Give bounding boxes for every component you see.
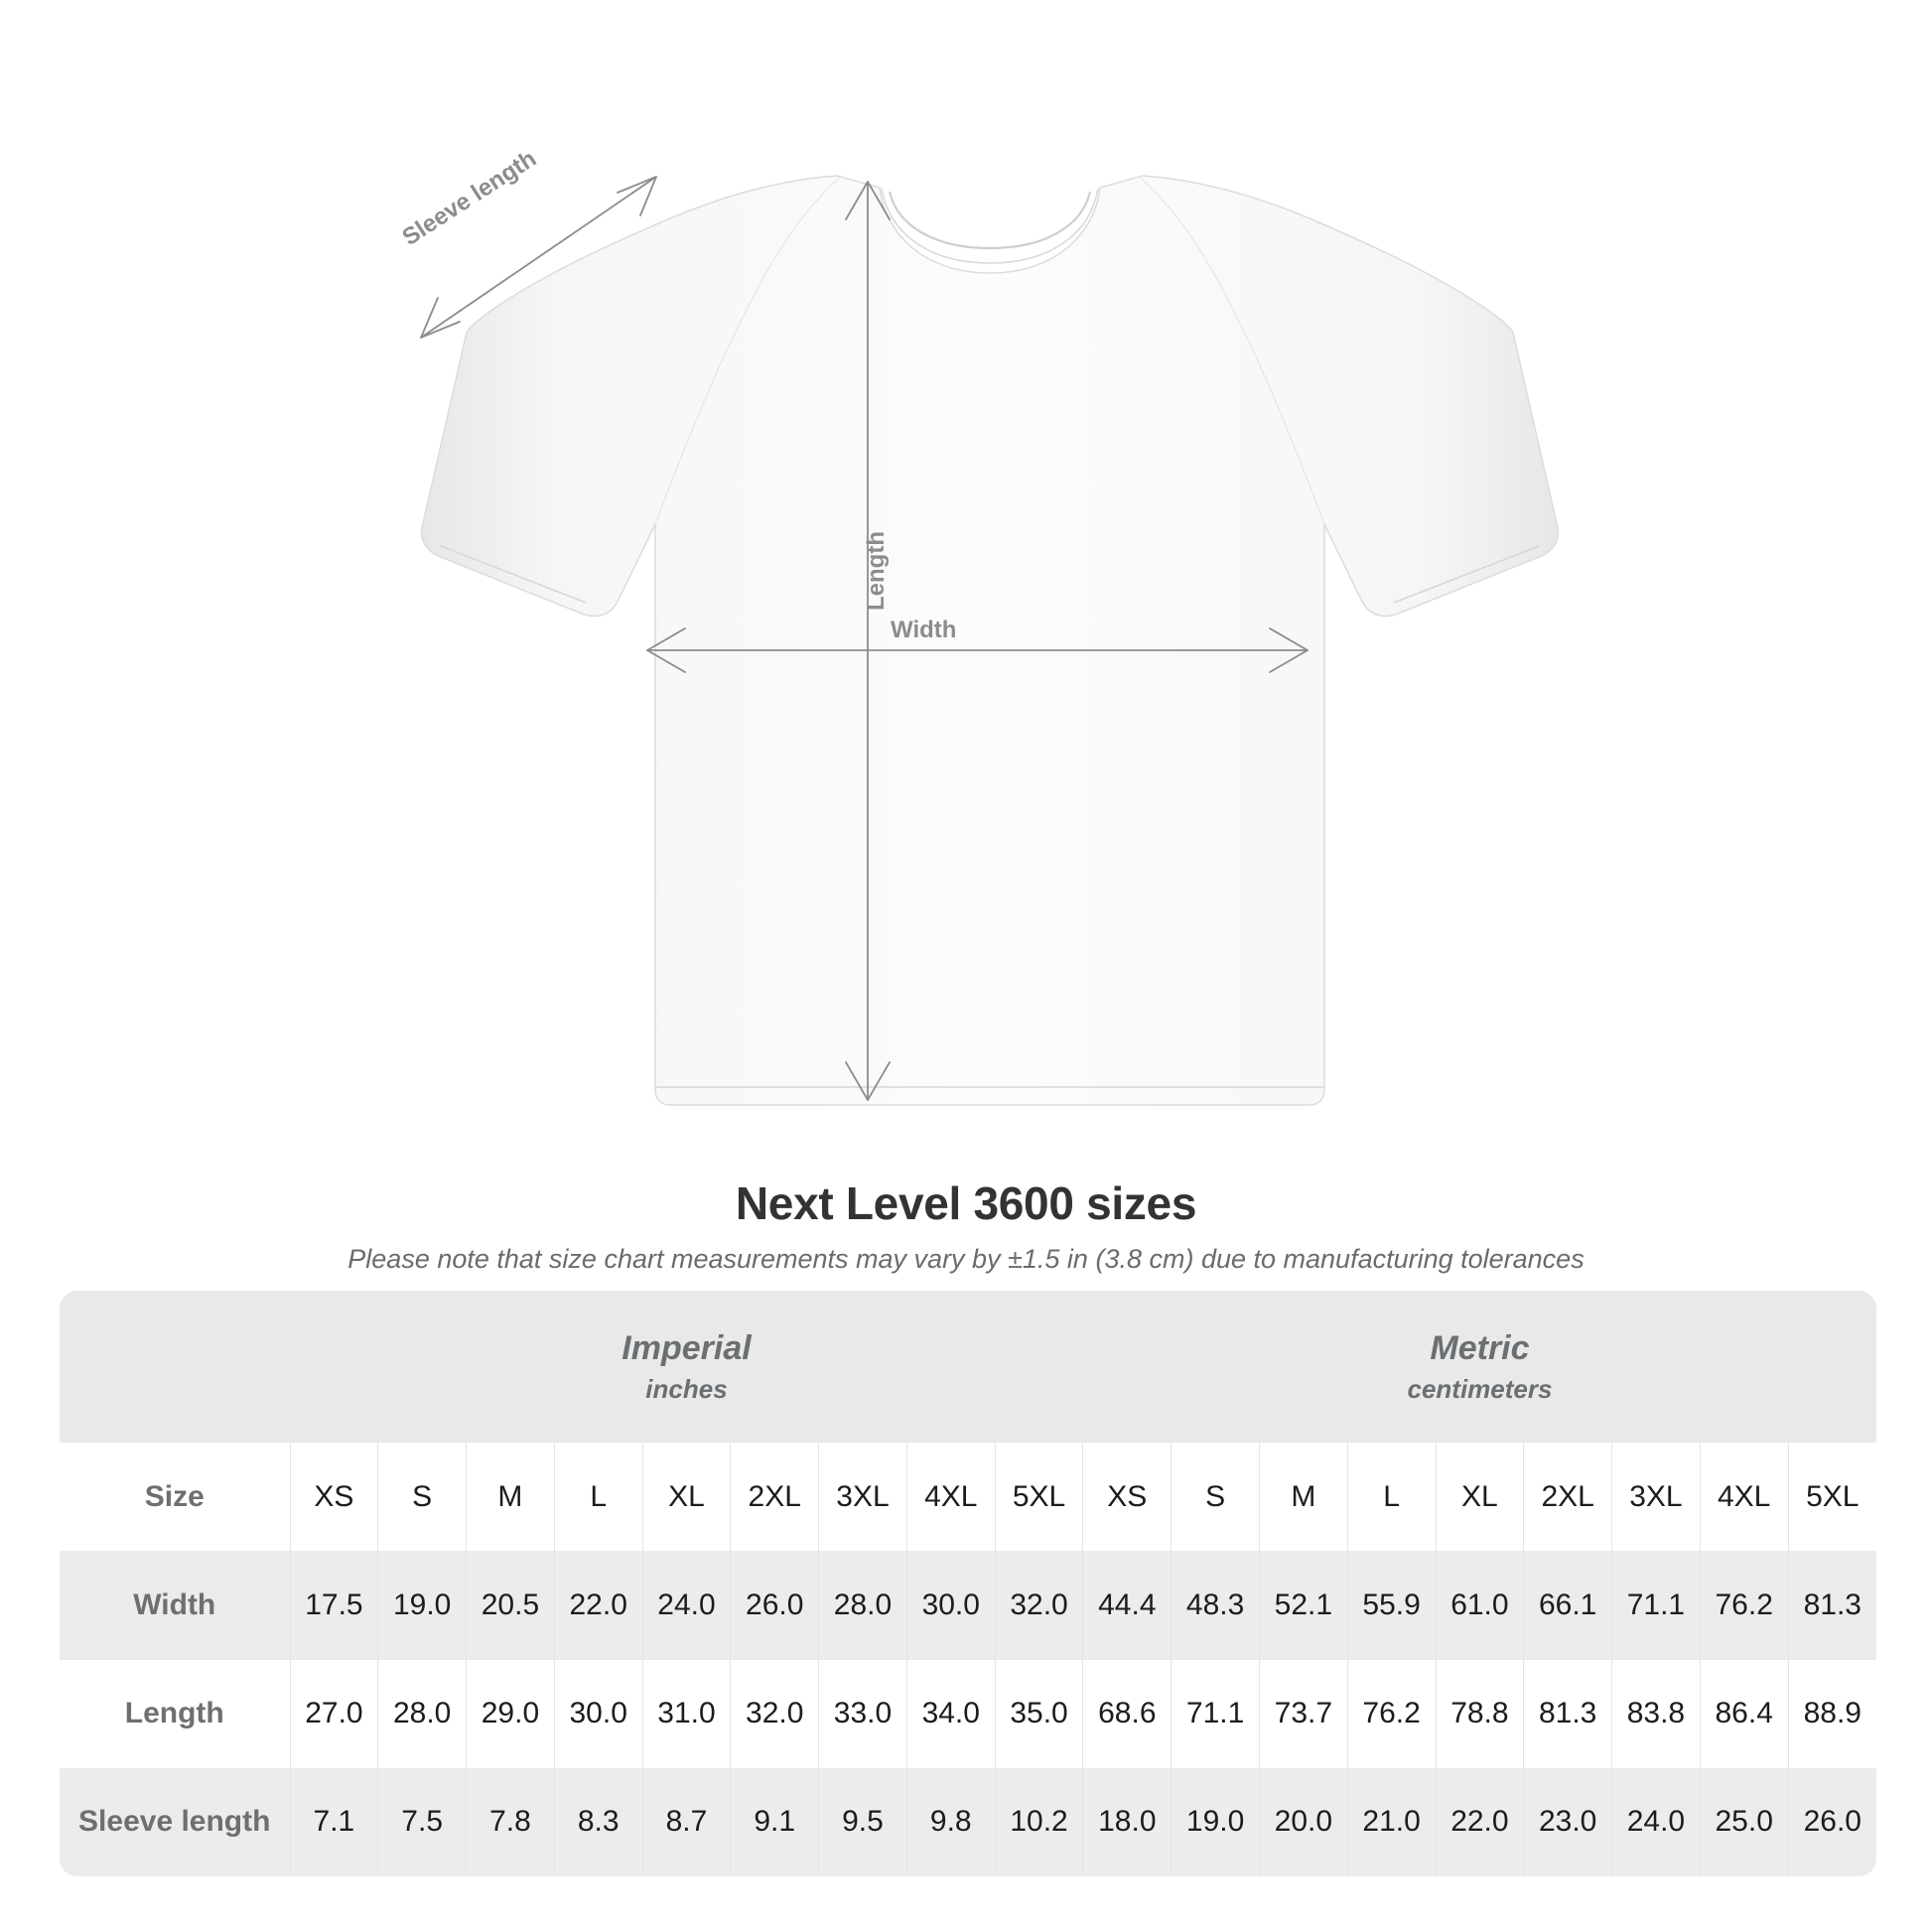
svg-text:Length: Length [863,531,890,611]
svg-text:Width: Width [891,617,956,643]
svg-text:Sleeve length: Sleeve length [398,145,541,251]
